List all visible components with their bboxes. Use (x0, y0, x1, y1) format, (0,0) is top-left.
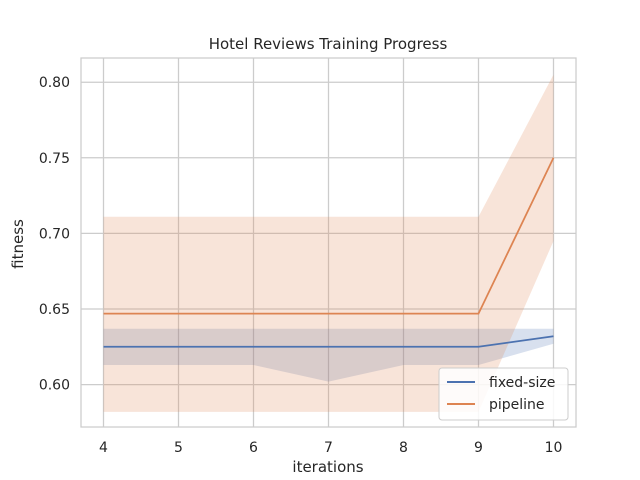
legend: fixed-size pipeline (438, 367, 569, 421)
x-tick-label: 4 (99, 440, 108, 456)
grid (81, 58, 576, 427)
series-line-pipeline (103, 157, 555, 315)
tick-labels: 4 5 6 7 8 9 10 0.60 0.65 0.70 0.75 0.80 (39, 75, 563, 456)
y-tick-label: 0.80 (39, 75, 70, 91)
series-lines (103, 157, 555, 348)
y-axis-title: fitness (9, 219, 27, 269)
series-line-fixed-size (103, 335, 554, 348)
x-axis-title: iterations (292, 458, 363, 476)
x-tick-label: 10 (545, 440, 563, 456)
y-tick-label: 0.70 (39, 226, 70, 242)
legend-label-fixed-size: fixed-size (489, 375, 555, 391)
x-tick-label: 9 (474, 440, 483, 456)
x-tick-label: 5 (174, 440, 183, 456)
y-tick-label: 0.60 (39, 378, 70, 394)
band-pipeline (103, 74, 554, 412)
x-tick-label: 7 (324, 440, 333, 456)
legend-label-pipeline: pipeline (489, 397, 545, 413)
x-tick-label: 6 (249, 440, 258, 456)
chart-title: Hotel Reviews Training Progress (209, 35, 448, 53)
y-tick-label: 0.65 (39, 302, 70, 318)
x-tick-label: 8 (399, 440, 408, 456)
band-fixed-size (103, 328, 554, 382)
plot-area-frame (80, 57, 577, 428)
confidence-bands (103, 74, 554, 412)
y-tick-label: 0.75 (39, 151, 70, 167)
